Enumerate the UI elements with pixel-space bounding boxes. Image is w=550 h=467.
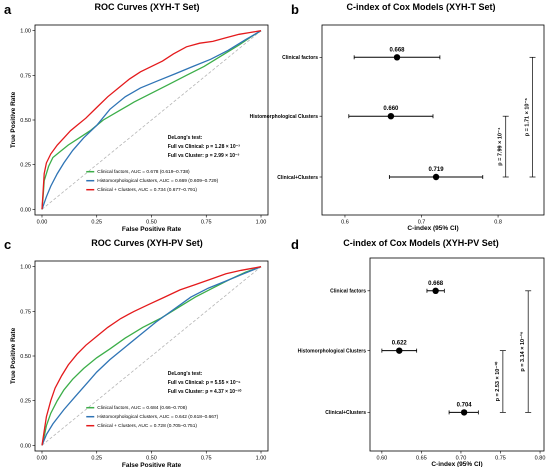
value-label: 0.660 (383, 106, 399, 112)
y-tick-label: 0.00 (20, 443, 31, 449)
chance-diagonal (41, 30, 262, 210)
y-tick-label: 0.25 (20, 163, 31, 169)
category-label: Histomorphological Clusters (298, 348, 367, 354)
panel-b: b C-index of Cox Models (XYH-T Set) 0.6 0.7… (250, 2, 545, 232)
y-tick-label: 0.75 (20, 73, 31, 79)
panel-a: a ROC Curves (XYH-T Set) 0.00 0.25 0.50 0.75 1… (4, 2, 269, 233)
legend-entry: Clinical + Clusters, AUC = 0.734 (0.677–… (97, 187, 197, 193)
category-label: Clinical factors (282, 55, 318, 61)
y-tick-label: 0.00 (20, 207, 31, 213)
legend-entry: Clinical + Clusters, AUC = 0.728 (0.705–… (97, 423, 197, 429)
panel-c: c ROC Curves (XYH-PV Set) 0.00 0.25 0.50 0.75… (4, 237, 269, 467)
panel-letter: d (291, 237, 299, 252)
plot-frame (369, 257, 545, 452)
x-tick-label: 1.00 (256, 220, 267, 226)
x-tick-label: 0.50 (146, 220, 157, 226)
x-tick-label: 0.00 (37, 456, 48, 462)
bracket-p-value: p = 7.99 × 10⁻⁴ (498, 127, 504, 166)
chart-title: C-index of Cox Models (XYH-T Set) (346, 2, 495, 12)
roc-line-series-1 (41, 30, 262, 210)
legend-entry: Clinical factors, AUC = 0.678 (0.619–0.7… (97, 169, 190, 175)
category-label: Clinical factors (330, 289, 366, 295)
delong-result: Full vs Clinical: p = 1.28 × 10⁻³ (168, 144, 240, 150)
x-tick-label: 1.00 (256, 456, 267, 462)
x-axis-label: False Positive Rate (122, 462, 182, 467)
value-label: 0.719 (429, 167, 445, 173)
delong-result: Full vs Cluster: p = 4.37 × 10⁻¹⁰ (168, 389, 242, 395)
chart-title: C-index of Cox Models (XYH-PV Set) (343, 238, 499, 248)
bracket-p-value: p = 3.14 × 10⁻¹⁶ (519, 331, 526, 371)
x-tick-label: 0.65 (416, 456, 427, 462)
point-estimate (432, 287, 439, 295)
chart-title: ROC Curves (XYH-T Set) (94, 2, 199, 12)
panel-d: d C-index of Cox Models (XYH-PV Set) 0.60 0… (291, 237, 545, 467)
category-label: Clinical+Clusters (325, 410, 366, 416)
x-axis-label: C-index (95% CI) (431, 461, 482, 467)
x-tick-label: 0.60 (377, 456, 388, 462)
point-estimate (396, 347, 403, 354)
x-tick-label: 0.6 (341, 220, 349, 226)
x-tick-label: 0.75 (495, 456, 506, 462)
x-tick-label: 0.75 (201, 456, 212, 462)
delong-result: Full vs Cluster: p = 2.99 × 10⁻³ (168, 153, 240, 159)
chance-diagonal (41, 266, 262, 446)
category-label: Histomorphological Clusters (250, 114, 319, 120)
legend-entry: Histomorphological Clusters, AUC = 0.669… (97, 178, 218, 184)
y-tick-label: 1.00 (20, 29, 31, 35)
roc-line-series-2 (41, 30, 262, 210)
delong-title: DeLong's test: (168, 371, 203, 377)
roc-line-series-3 (41, 266, 262, 446)
x-tick-label: 0.70 (456, 456, 467, 462)
bracket-p-value: p = 1.71 × 10⁻⁶ (525, 98, 531, 137)
value-label: 0.622 (392, 341, 408, 347)
plot-frame (321, 24, 545, 216)
y-axis-label: True Positive Rate (10, 91, 17, 148)
y-tick-label: 1.00 (20, 265, 31, 271)
x-tick-label: 0.25 (91, 220, 102, 226)
point-estimate (393, 54, 401, 61)
legend-entry: Clinical factors, AUC = 0.684 (0.66–0.70… (97, 405, 187, 411)
x-tick-label: 0.00 (37, 220, 48, 226)
roc-line-series-1 (41, 266, 262, 446)
x-tick-label: 0.80 (535, 456, 546, 462)
roc-line-series-3 (41, 30, 262, 210)
panel-letter: c (4, 237, 11, 252)
point-estimate (387, 113, 395, 120)
chart-title: ROC Curves (XYH-PV Set) (91, 238, 203, 248)
category-label: Clinical+Clusters (277, 175, 318, 181)
panel-letter: a (4, 2, 12, 17)
y-axis-label: True Positive Rate (10, 327, 17, 384)
x-tick-label: 0.25 (91, 456, 102, 462)
roc-line-series-2 (41, 266, 262, 446)
y-tick-label: 0.25 (20, 399, 31, 405)
y-tick-label: 0.50 (20, 118, 31, 124)
delong-result: Full vs Clinical: p = 5.55 × 10⁻⁶ (168, 380, 241, 386)
point-estimate (432, 173, 440, 181)
value-label: 0.668 (390, 47, 406, 53)
x-tick-label: 0.75 (201, 220, 212, 226)
y-tick-label: 0.50 (20, 354, 31, 360)
x-axis-label: False Positive Rate (122, 226, 182, 233)
panel-letter: b (291, 2, 299, 17)
value-label: 0.704 (457, 402, 473, 408)
value-label: 0.668 (428, 281, 444, 287)
x-tick-label: 0.7 (418, 220, 426, 226)
delong-title: DeLong's test: (168, 135, 203, 141)
point-estimate (460, 409, 468, 416)
x-tick-label: 0.8 (494, 220, 502, 226)
legend-entry: Histomorphological Clusters, AUC = 0.642… (97, 414, 218, 420)
bracket-p-value: p = 2.53 × 10⁻¹⁰ (494, 361, 501, 401)
x-axis-label: C-index (95% CI) (407, 225, 458, 232)
x-tick-label: 0.50 (146, 456, 157, 462)
y-tick-label: 0.75 (20, 309, 31, 315)
